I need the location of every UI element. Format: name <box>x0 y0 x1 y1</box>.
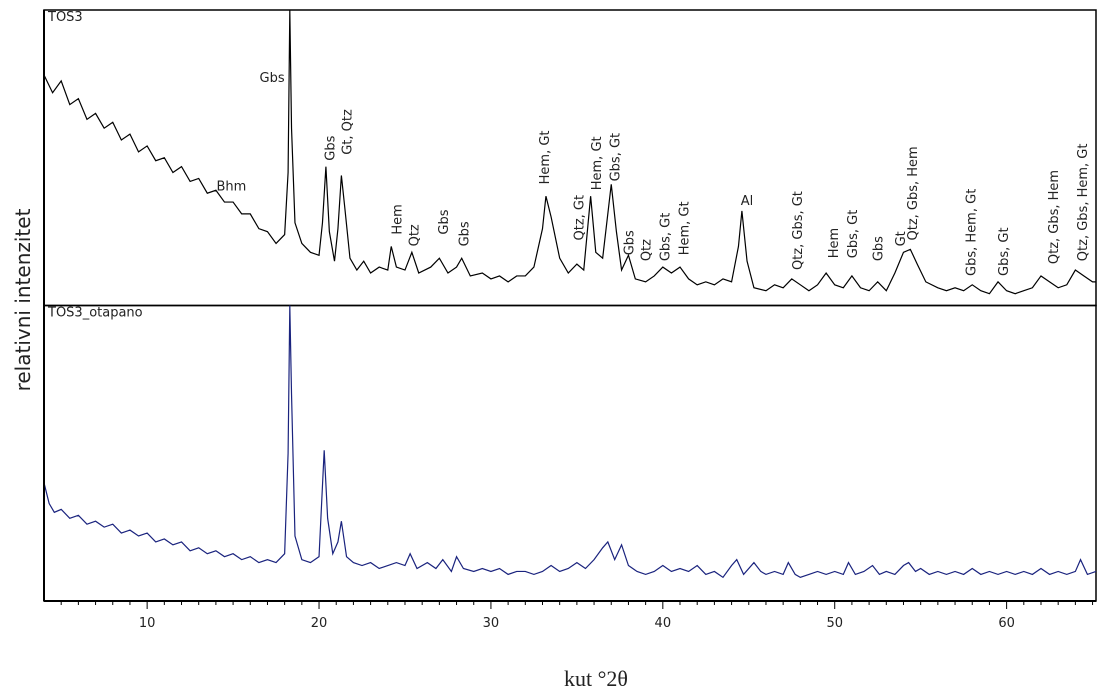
peak-annotation: Gbs <box>323 135 338 160</box>
peak-annotation: Gbs, Gt <box>997 227 1012 276</box>
peak-annotation: Al <box>741 194 754 209</box>
peak-annotation: Qtz, Gt <box>573 195 588 241</box>
spectrum-line <box>43 305 1097 579</box>
peak-annotation: Hem, Gt <box>538 130 553 184</box>
peak-annotation: Hem <box>390 204 405 234</box>
x-tick-label: 50 <box>826 616 843 631</box>
peak-annotation: Hem <box>827 228 842 258</box>
x-tick-label: 60 <box>998 616 1015 631</box>
panel-label: TOS3 <box>47 10 83 25</box>
x-tick-label: 20 <box>311 616 328 631</box>
x-tick-label: 40 <box>655 616 672 631</box>
peak-annotation: Qtz <box>408 224 423 246</box>
panel-frame <box>43 9 1097 307</box>
peak-annotation: Hem, Gt <box>590 136 605 190</box>
peak-annotation: Gt <box>894 231 909 246</box>
peak-annotation: Qtz <box>640 239 655 261</box>
peak-annotation: Bhm <box>216 179 246 194</box>
x-axis-label: kut °2θ <box>564 666 628 691</box>
panel-frame <box>43 304 1097 602</box>
x-tick-label: 30 <box>483 616 500 631</box>
x-tick-label: 10 <box>139 616 156 631</box>
peak-annotation: Qtz, Gbs, Gt <box>791 191 806 270</box>
y-axis-label: relativni intenzitet <box>11 208 35 391</box>
peak-annotation: Gbs <box>260 71 285 86</box>
spectrum-line <box>43 9 1096 295</box>
peak-annotation: Gbs <box>437 209 452 234</box>
peak-annotation: Gbs, Gt <box>609 133 624 182</box>
peak-annotation: Gbs <box>457 221 472 246</box>
peak-annotation: Gbs, Gt <box>846 210 861 259</box>
peak-annotation: Gbs, Gt <box>659 213 674 262</box>
peak-annotation: Gbs <box>872 236 887 261</box>
peak-annotation: Gbs <box>622 230 637 255</box>
peak-annotation: Gt, Qtz <box>341 109 356 155</box>
peak-annotation: Qtz, Gbs, Hem, Gt <box>1076 144 1091 262</box>
peak-annotation: Qtz, Gbs, Hem <box>1047 170 1062 264</box>
panel-label: TOS3_otapano <box>47 306 143 321</box>
peak-annotation: Qtz, Gbs, Hem <box>906 146 921 240</box>
peak-annotation: Hem, Gt <box>677 201 692 255</box>
peak-annotation: Gbs, Hem, Gt <box>965 189 980 276</box>
